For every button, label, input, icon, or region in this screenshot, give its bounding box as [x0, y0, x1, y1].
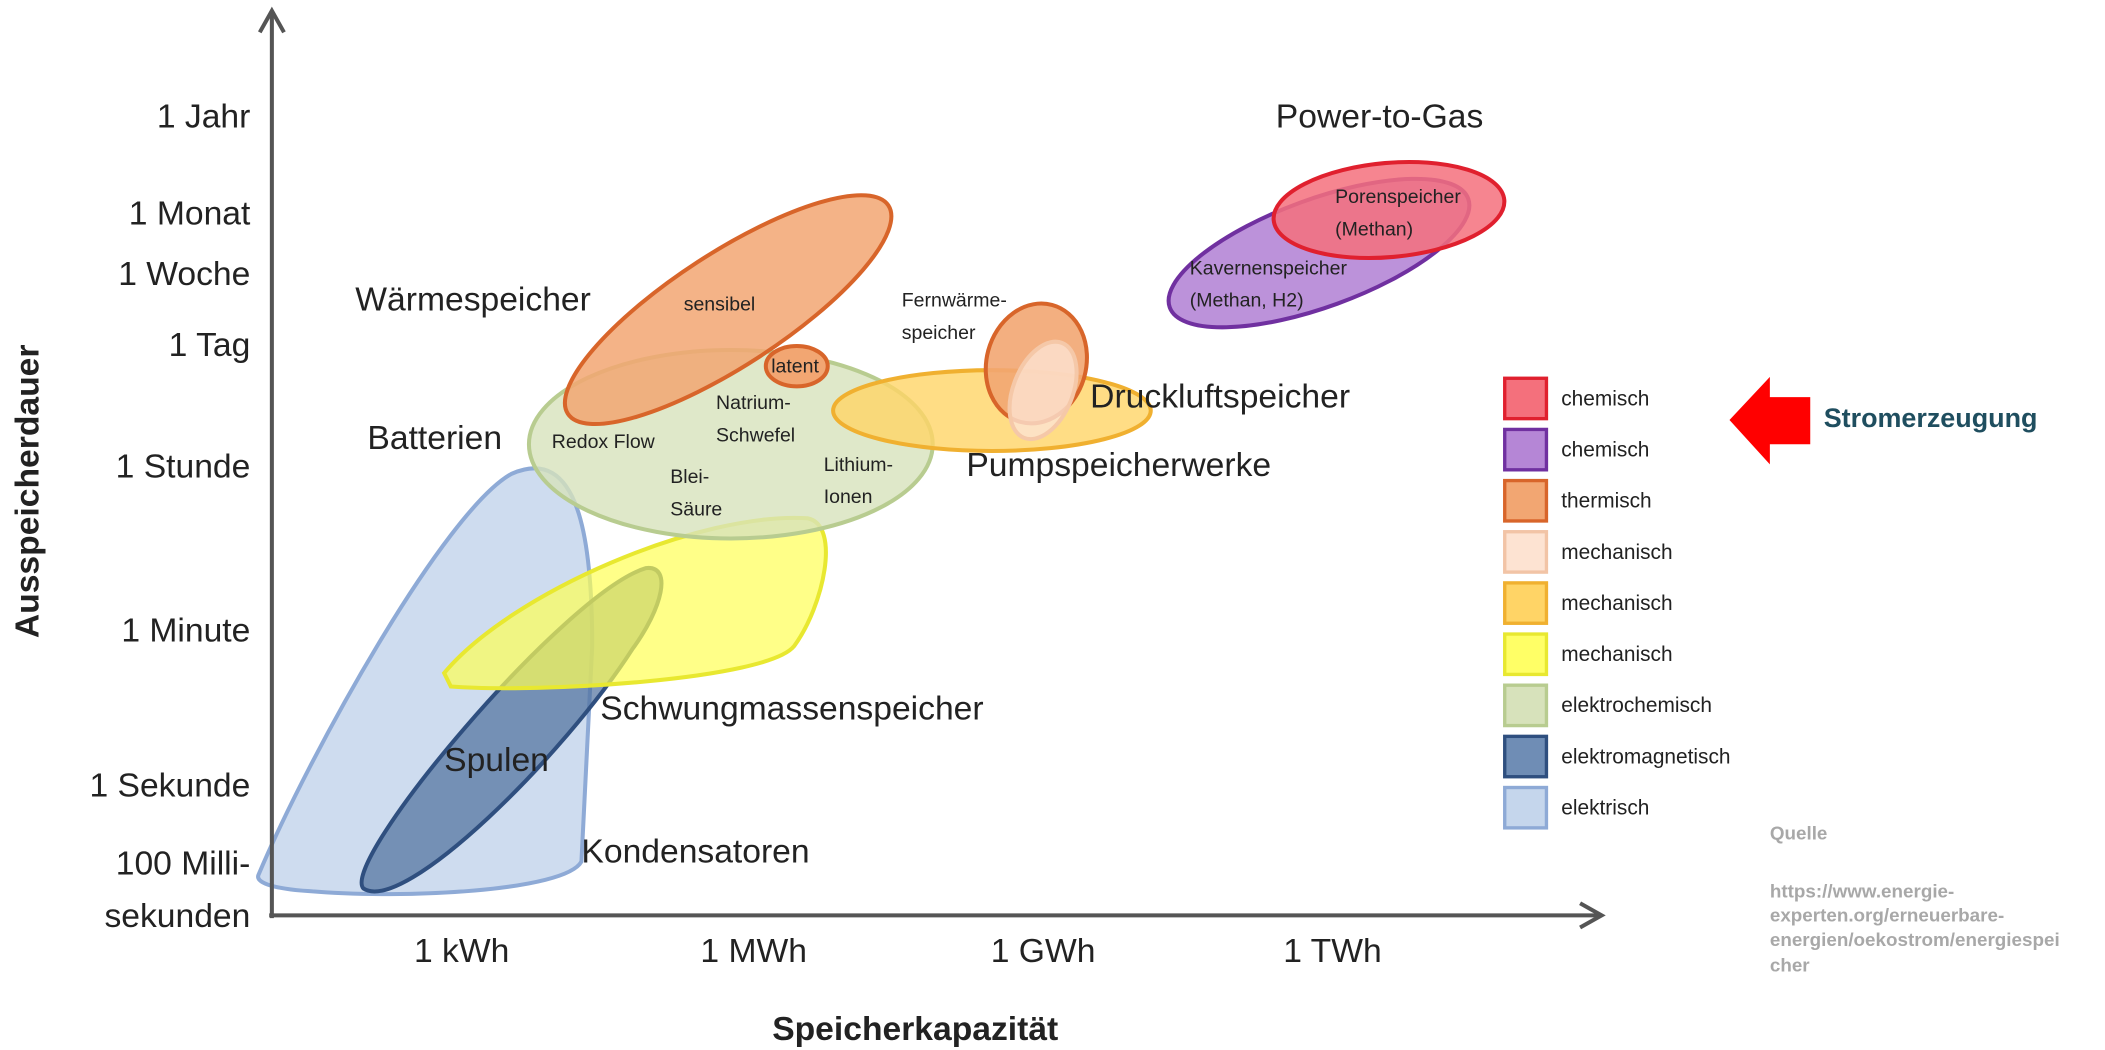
legend-label: elektrisch — [1561, 797, 1649, 820]
legend-swatch — [1503, 632, 1549, 677]
region-label: (Methan) — [1335, 218, 1413, 240]
y-tick-label: 1 Stunde — [116, 448, 251, 485]
x-axis-label: Speicherkapazität — [772, 1011, 1058, 1048]
legend-swatch — [1503, 785, 1549, 830]
source-line: cher — [1770, 955, 1810, 976]
x-tick-label: 1 MWh — [700, 933, 807, 970]
source-line: experten.org/erneuerbare- — [1770, 905, 2004, 926]
region-label: Säure — [670, 498, 722, 520]
legend-label: thermisch — [1561, 490, 1651, 513]
legend-swatch — [1503, 478, 1549, 523]
region-label: Schwefel — [716, 424, 795, 446]
region-label: Fernwärme- — [902, 290, 1007, 312]
region-label: Spulen — [444, 742, 549, 779]
y-arrow — [258, 6, 286, 34]
region-pumpspeicher — [1007, 339, 1079, 442]
region-label: Schwungmassenspeicher — [600, 691, 983, 728]
y-axis-label: Ausspeicherdauer — [10, 345, 47, 639]
y-tick-label: 1 Minute — [121, 613, 250, 650]
axes — [258, 6, 1606, 930]
legend-label: elektrochemisch — [1561, 694, 1712, 717]
legend-label: mechanisch — [1561, 541, 1672, 564]
legend-swatch — [1503, 581, 1549, 625]
region-latent — [763, 343, 830, 389]
y-tick-label: 1 Jahr — [157, 98, 250, 135]
legend-swatch — [1503, 683, 1549, 728]
legend-label: mechanisch — [1561, 592, 1672, 615]
y-tick-label: 100 Milli- — [116, 845, 251, 882]
region-poren — [1271, 159, 1507, 261]
source-line: energien/oekostrom/energiespei — [1770, 929, 2060, 950]
y-tick-label: sekunden — [104, 898, 250, 935]
region-label: Batterien — [367, 420, 502, 457]
region-label: Kavernenspeicher — [1190, 257, 1348, 279]
legend-label: chemisch — [1561, 387, 1649, 410]
x-tick-label: 1 kWh — [414, 933, 509, 970]
legend-label: mechanisch — [1561, 643, 1672, 666]
x-tick-label: 1 TWh — [1283, 933, 1381, 970]
annotation: Stromerzeugung — [1824, 403, 2038, 433]
region-label: Porenspeicher — [1335, 186, 1461, 208]
region-label: sensibel — [684, 294, 756, 316]
x-arrow — [1579, 901, 1606, 930]
legend-swatch — [1503, 734, 1549, 779]
region-sensibel — [562, 193, 894, 427]
region-label: Redox Flow — [552, 431, 656, 453]
legend-swatch — [1503, 376, 1549, 421]
legend-label: chemisch — [1561, 438, 1649, 461]
legend-swatch — [1503, 427, 1549, 472]
source-title: Quelle — [1770, 823, 1828, 844]
region-label: Power-to-Gas — [1276, 98, 1483, 135]
x-tick-label: 1 GWh — [991, 933, 1096, 970]
region-label: Pumpspeicherwerke — [966, 447, 1271, 484]
legend: chemisch chemisch thermisch mechanisch mecha… — [1503, 376, 1731, 830]
region-schwungmasse — [441, 515, 828, 691]
y-tick-label: 1 Monat — [129, 195, 251, 232]
region-label: Ionen — [824, 486, 873, 508]
region-label: Lithium- — [824, 454, 893, 476]
source-line: https://www.energie- — [1770, 880, 1954, 901]
arrow — [1729, 376, 1811, 465]
region-label: Wärmespeicher — [355, 281, 591, 318]
region-label: (Methan, H2) — [1190, 290, 1304, 312]
y-tick-label: 1 Tag — [169, 327, 251, 364]
y-tick-label: 1 Sekunde — [89, 767, 250, 804]
y-tick-label: 1 Woche — [118, 256, 250, 293]
region-label: latent — [771, 356, 819, 378]
region-label: speicher — [902, 322, 976, 344]
legend-label: elektromagnetisch — [1561, 745, 1730, 768]
legend-swatch — [1503, 530, 1549, 574]
regions — [256, 159, 1507, 897]
region-label: Natrium- — [716, 392, 791, 414]
region-label: Druckluftspeicher — [1090, 378, 1350, 415]
region-label: Kondensatoren — [581, 833, 809, 870]
region-label: Blei- — [670, 466, 709, 488]
